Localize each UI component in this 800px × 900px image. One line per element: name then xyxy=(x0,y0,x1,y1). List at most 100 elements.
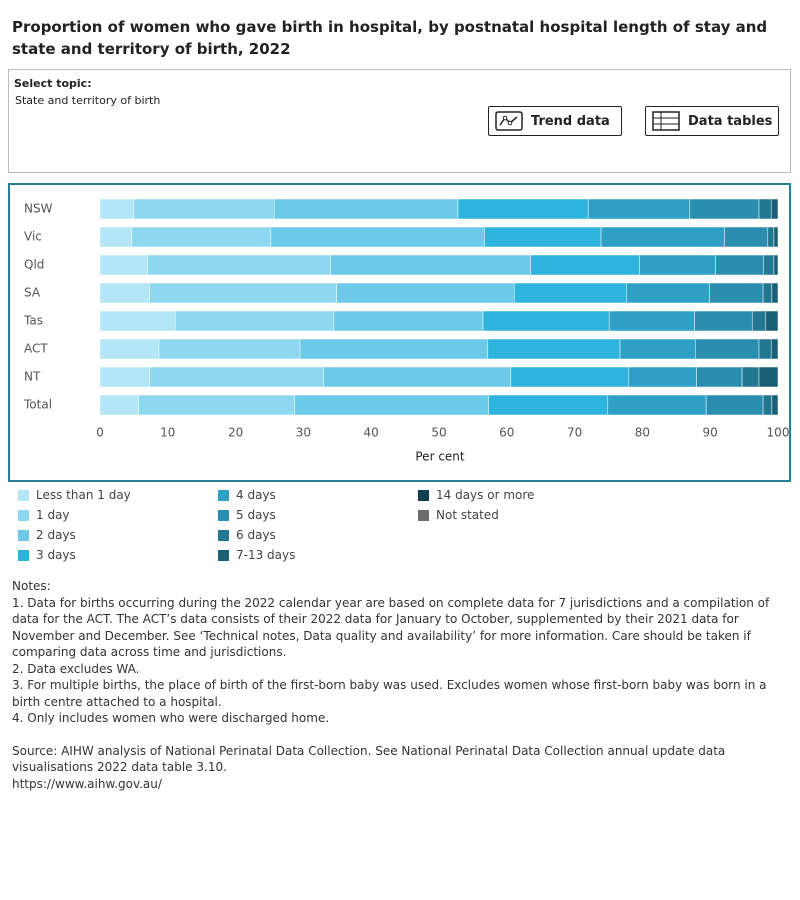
bar-segment xyxy=(639,254,716,276)
bar-segment xyxy=(626,282,710,304)
bar-segment xyxy=(488,394,609,416)
bar-segment xyxy=(175,310,335,332)
topic-label: Select topic: xyxy=(14,77,92,90)
bar-segment xyxy=(270,226,485,248)
legend-item: 4 days xyxy=(218,488,276,502)
button-label: Data tables xyxy=(688,113,773,129)
x-tick-label: 70 xyxy=(567,426,582,440)
bar-segment xyxy=(758,198,772,220)
bar-segment xyxy=(323,366,512,388)
bar-segment xyxy=(763,254,775,276)
bar-segment xyxy=(99,254,148,276)
legend-label: 14 days or more xyxy=(436,488,535,502)
page-title: Proportion of women who gave birth in ho… xyxy=(12,18,768,58)
bar-segment xyxy=(99,338,160,360)
bar-segment xyxy=(330,254,531,276)
bar-segment xyxy=(771,394,779,416)
legend-label: 7-13 days xyxy=(236,548,296,562)
legend-label: 2 days xyxy=(36,528,76,542)
bar-segment xyxy=(133,198,275,220)
bar-segment xyxy=(709,282,764,304)
legend-label: Not stated xyxy=(436,508,499,522)
bar-segment xyxy=(294,394,489,416)
legend-item: Less than 1 day xyxy=(18,488,131,502)
bar-segment xyxy=(99,310,176,332)
bar-segment xyxy=(705,394,764,416)
bar-segment xyxy=(99,366,150,388)
source: Source: AIHW analysis of National Perina… xyxy=(12,743,726,775)
bar-segment xyxy=(138,394,295,416)
bar-segment xyxy=(741,366,760,388)
note: 1. Data for births occurring during the … xyxy=(12,595,770,660)
bar-segment xyxy=(336,282,515,304)
tables-button[interactable]: Data tables xyxy=(645,106,779,136)
x-axis-label: Per cent xyxy=(415,450,465,464)
y-tick-label: Tas xyxy=(23,314,43,328)
bar-segment xyxy=(514,282,628,304)
x-tick-label: 100 xyxy=(767,426,789,440)
bar-segment xyxy=(149,366,324,388)
legend-item: 3 days xyxy=(18,548,76,562)
legend-swatch xyxy=(18,549,29,561)
y-tick-label: NSW xyxy=(24,202,53,216)
legend-swatch xyxy=(218,549,229,561)
legend-label: 5 days xyxy=(236,508,276,522)
x-tick-label: 50 xyxy=(431,426,446,440)
notes-heading: Notes: xyxy=(12,579,51,593)
bar-segment xyxy=(530,254,640,276)
bar-segment xyxy=(619,338,696,360)
legend-swatch xyxy=(218,489,229,501)
trend-button[interactable]: Trend data xyxy=(488,106,622,136)
note: 4. Only includes women who were discharg… xyxy=(12,711,330,725)
legend-label: 6 days xyxy=(236,528,276,542)
source-url: https://www.aihw.gov.au/ xyxy=(12,776,162,791)
bar-segment xyxy=(628,366,697,388)
x-tick-label: 60 xyxy=(499,426,514,440)
notes: Notes: 1. Data for births occurring duri… xyxy=(12,578,788,792)
y-tick-label: Qld xyxy=(24,258,44,272)
legend-swatch xyxy=(18,489,29,501)
topic-selected[interactable]: State and territory of birth xyxy=(15,94,161,107)
bar-segment xyxy=(689,198,760,220)
chart: 0 10 20 30 40 50 60 70 80 90 100 Per cent NSW Vic Qld S… xyxy=(23,198,789,464)
bar-segment xyxy=(457,198,589,220)
topic-panel: Select topic: State and territory of bir… xyxy=(8,69,791,173)
table-icon xyxy=(652,111,680,131)
y-tick-label: Vic xyxy=(24,230,42,244)
bar-segment xyxy=(762,394,773,416)
x-tick-label: 10 xyxy=(160,426,175,440)
bar-segment xyxy=(99,394,139,416)
bar-segment xyxy=(715,254,765,276)
legend-swatch xyxy=(218,509,229,521)
note: 2. Data excludes WA. xyxy=(12,661,140,676)
legend: Less than 1 day 1 day 2 days 3 days 4 days 5 … xyxy=(18,488,618,568)
bar-segment xyxy=(273,198,459,220)
bar-segment xyxy=(482,310,610,332)
bar-segment xyxy=(773,254,779,276)
bar-segment xyxy=(99,198,135,220)
legend-item: 1 day xyxy=(18,508,70,522)
bar-segment xyxy=(99,226,133,248)
legend-swatch xyxy=(418,489,429,501)
legend-label: 3 days xyxy=(36,548,76,562)
legend-swatch xyxy=(18,529,29,541)
bar-segment xyxy=(608,310,695,332)
legend-label: Less than 1 day xyxy=(36,488,131,502)
x-tick-label: 20 xyxy=(228,426,243,440)
legend-item: 6 days xyxy=(218,528,276,542)
bar-segment xyxy=(99,282,150,304)
bar-segment xyxy=(770,338,779,360)
bar-segment xyxy=(767,226,775,248)
bar-segment xyxy=(762,282,773,304)
y-tick-label: Total xyxy=(23,398,52,412)
bar-segment xyxy=(773,226,779,248)
bar-segment xyxy=(751,310,767,332)
bar-segment xyxy=(770,198,779,220)
legend-swatch xyxy=(418,509,429,521)
bar-segment xyxy=(158,338,301,360)
x-tick-label: 80 xyxy=(635,426,650,440)
bar-segment xyxy=(600,226,725,248)
bar-segment xyxy=(333,310,484,332)
bar-segment xyxy=(484,226,602,248)
legend-item: 2 days xyxy=(18,528,76,542)
